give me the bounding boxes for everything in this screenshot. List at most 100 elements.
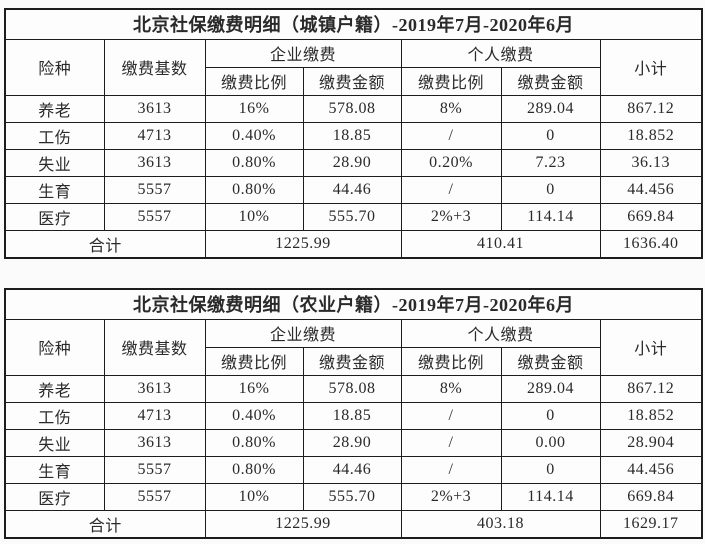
- cell-personal-ratio: 2%+3: [400, 202, 502, 231]
- cell-personal-ratio: /: [400, 455, 502, 484]
- header-enterprise-group: 企业缴费: [204, 318, 402, 348]
- cell-subtotal: 36.13: [599, 148, 703, 177]
- cell-base: 3613: [103, 94, 206, 123]
- table-row: 北京社保缴费明细（城镇户籍）-2019年7月-2020年6月: [4, 8, 703, 40]
- cell-enterprise-amount: 28.90: [302, 428, 402, 457]
- cell-enterprise-ratio: 0.80%: [204, 148, 304, 177]
- cell-enterprise-amount: 18.85: [302, 121, 402, 150]
- cell-insurance-type: 失业: [4, 148, 105, 177]
- cell-personal-amount: 0: [500, 401, 601, 430]
- table-row: 北京社保缴费明细（农业户籍）-2019年7月-2020年6月: [4, 288, 703, 320]
- cell-enterprise-ratio: 16%: [204, 94, 304, 123]
- table-subheader-row: 缴费比例 缴费金额 缴费比例 缴费金额: [5, 346, 702, 376]
- cell-enterprise-ratio: 0.40%: [204, 121, 304, 150]
- cell-personal-amount: 114.14: [500, 202, 601, 231]
- table-row: 生育 5557 0.80% 44.46 / 0 44.456: [4, 455, 703, 484]
- header-insurance-type: 险种: [4, 38, 105, 96]
- cell-insurance-type: 生育: [4, 455, 105, 484]
- header-personal-amount: 缴费金额: [500, 66, 601, 96]
- cell-enterprise-ratio: 0.80%: [204, 428, 304, 457]
- cell-subtotal: 669.84: [599, 482, 703, 511]
- cell-base: 3613: [103, 428, 206, 457]
- cell-insurance-type: 失业: [4, 428, 105, 457]
- cell-enterprise-amount: 555.70: [302, 482, 402, 511]
- cell-insurance-type: 工伤: [4, 401, 105, 430]
- cell-personal-ratio: 2%+3: [400, 482, 502, 511]
- header-personal-group: 个人缴费: [400, 38, 601, 68]
- header-contribution-base: 缴费基数: [103, 318, 206, 376]
- header-enterprise-amount: 缴费金额: [302, 66, 402, 96]
- cell-subtotal: 18.852: [599, 121, 703, 150]
- cell-enterprise-ratio: 16%: [204, 374, 304, 403]
- cell-enterprise-amount: 44.46: [302, 455, 402, 484]
- cell-personal-ratio: /: [400, 428, 502, 457]
- header-enterprise-group: 企业缴费: [204, 38, 402, 68]
- total-subtotal: 1629.17: [599, 509, 703, 539]
- table-total-row: 合计 1225.99 410.41 1636.40: [4, 229, 703, 259]
- total-subtotal: 1636.40: [599, 229, 703, 259]
- cell-insurance-type: 养老: [4, 374, 105, 403]
- table-row: 失业 3613 0.80% 28.90 0.20% 7.23 36.13: [4, 148, 703, 177]
- cell-base: 5557: [103, 455, 206, 484]
- cell-base: 4713: [103, 121, 206, 150]
- cell-personal-ratio: /: [400, 175, 502, 204]
- cell-personal-ratio: /: [400, 121, 502, 150]
- cell-base: 3613: [103, 148, 206, 177]
- cell-personal-ratio: 0.20%: [400, 148, 502, 177]
- cell-personal-amount: 289.04: [500, 374, 601, 403]
- cell-enterprise-ratio: 10%: [204, 202, 304, 231]
- header-subtotal: 小计: [599, 38, 703, 96]
- table-row: 工伤 4713 0.40% 18.85 / 0 18.852: [4, 121, 703, 150]
- cell-enterprise-amount: 28.90: [302, 148, 402, 177]
- header-personal-group: 个人缴费: [400, 318, 601, 348]
- cell-subtotal: 867.12: [599, 374, 703, 403]
- social-security-table-urban: 北京社保缴费明细（城镇户籍）-2019年7月-2020年6月 险种 缴费基数 企…: [4, 8, 704, 259]
- total-enterprise: 1225.99: [204, 229, 402, 259]
- table-row: 失业 3613 0.80% 28.90 / 0.00 28.904: [4, 428, 703, 457]
- total-personal: 403.18: [400, 509, 601, 539]
- header-contribution-base: 缴费基数: [103, 38, 206, 96]
- cell-insurance-type: 生育: [4, 175, 105, 204]
- header-insurance-type: 险种: [4, 318, 105, 376]
- header-enterprise-ratio: 缴费比例: [204, 66, 304, 96]
- cell-enterprise-ratio: 10%: [204, 482, 304, 511]
- cell-base: 5557: [103, 482, 206, 511]
- cell-insurance-type: 医疗: [4, 482, 105, 511]
- cell-base: 4713: [103, 401, 206, 430]
- table-total-row: 合计 1225.99 403.18 1629.17: [4, 509, 703, 539]
- cell-personal-ratio: 8%: [400, 94, 502, 123]
- cell-insurance-type: 养老: [4, 94, 105, 123]
- cell-insurance-type: 医疗: [4, 202, 105, 231]
- cell-subtotal: 28.904: [599, 428, 703, 457]
- cell-subtotal: 44.456: [599, 175, 703, 204]
- cell-personal-ratio: /: [400, 401, 502, 430]
- table-subheader-row: 缴费比例 缴费金额 缴费比例 缴费金额: [5, 66, 702, 96]
- cell-personal-amount: 0: [500, 455, 601, 484]
- social-security-table-rural: 北京社保缴费明细（农业户籍）-2019年7月-2020年6月 险种 缴费基数 企…: [4, 288, 704, 539]
- total-label: 合计: [4, 509, 206, 539]
- table-title: 北京社保缴费明细（农业户籍）-2019年7月-2020年6月: [4, 288, 703, 320]
- table-header-row: 险种 缴费基数 企业缴费 个人缴费 小计: [4, 318, 703, 376]
- cell-enterprise-ratio: 0.80%: [204, 175, 304, 204]
- cell-base: 3613: [103, 374, 206, 403]
- cell-personal-amount: 0: [500, 121, 601, 150]
- header-enterprise-amount: 缴费金额: [302, 346, 402, 376]
- total-label: 合计: [4, 229, 206, 259]
- header-personal-amount: 缴费金额: [500, 346, 601, 376]
- cell-subtotal: 867.12: [599, 94, 703, 123]
- cell-personal-amount: 7.23: [500, 148, 601, 177]
- table-row: 医疗 5557 10% 555.70 2%+3 114.14 669.84: [4, 482, 703, 511]
- header-personal-ratio: 缴费比例: [400, 346, 502, 376]
- cell-enterprise-amount: 578.08: [302, 94, 402, 123]
- cell-personal-amount: 0.00: [500, 428, 601, 457]
- cell-enterprise-amount: 44.46: [302, 175, 402, 204]
- cell-enterprise-amount: 555.70: [302, 202, 402, 231]
- cell-base: 5557: [103, 202, 206, 231]
- table-row: 养老 3613 16% 578.08 8% 289.04 867.12: [4, 94, 703, 123]
- header-subtotal: 小计: [599, 318, 703, 376]
- cell-personal-amount: 0: [500, 175, 601, 204]
- table-row: 生育 5557 0.80% 44.46 / 0 44.456: [4, 175, 703, 204]
- total-personal: 410.41: [400, 229, 601, 259]
- table-header-row: 险种 缴费基数 企业缴费 个人缴费 小计: [4, 38, 703, 96]
- cell-subtotal: 18.852: [599, 401, 703, 430]
